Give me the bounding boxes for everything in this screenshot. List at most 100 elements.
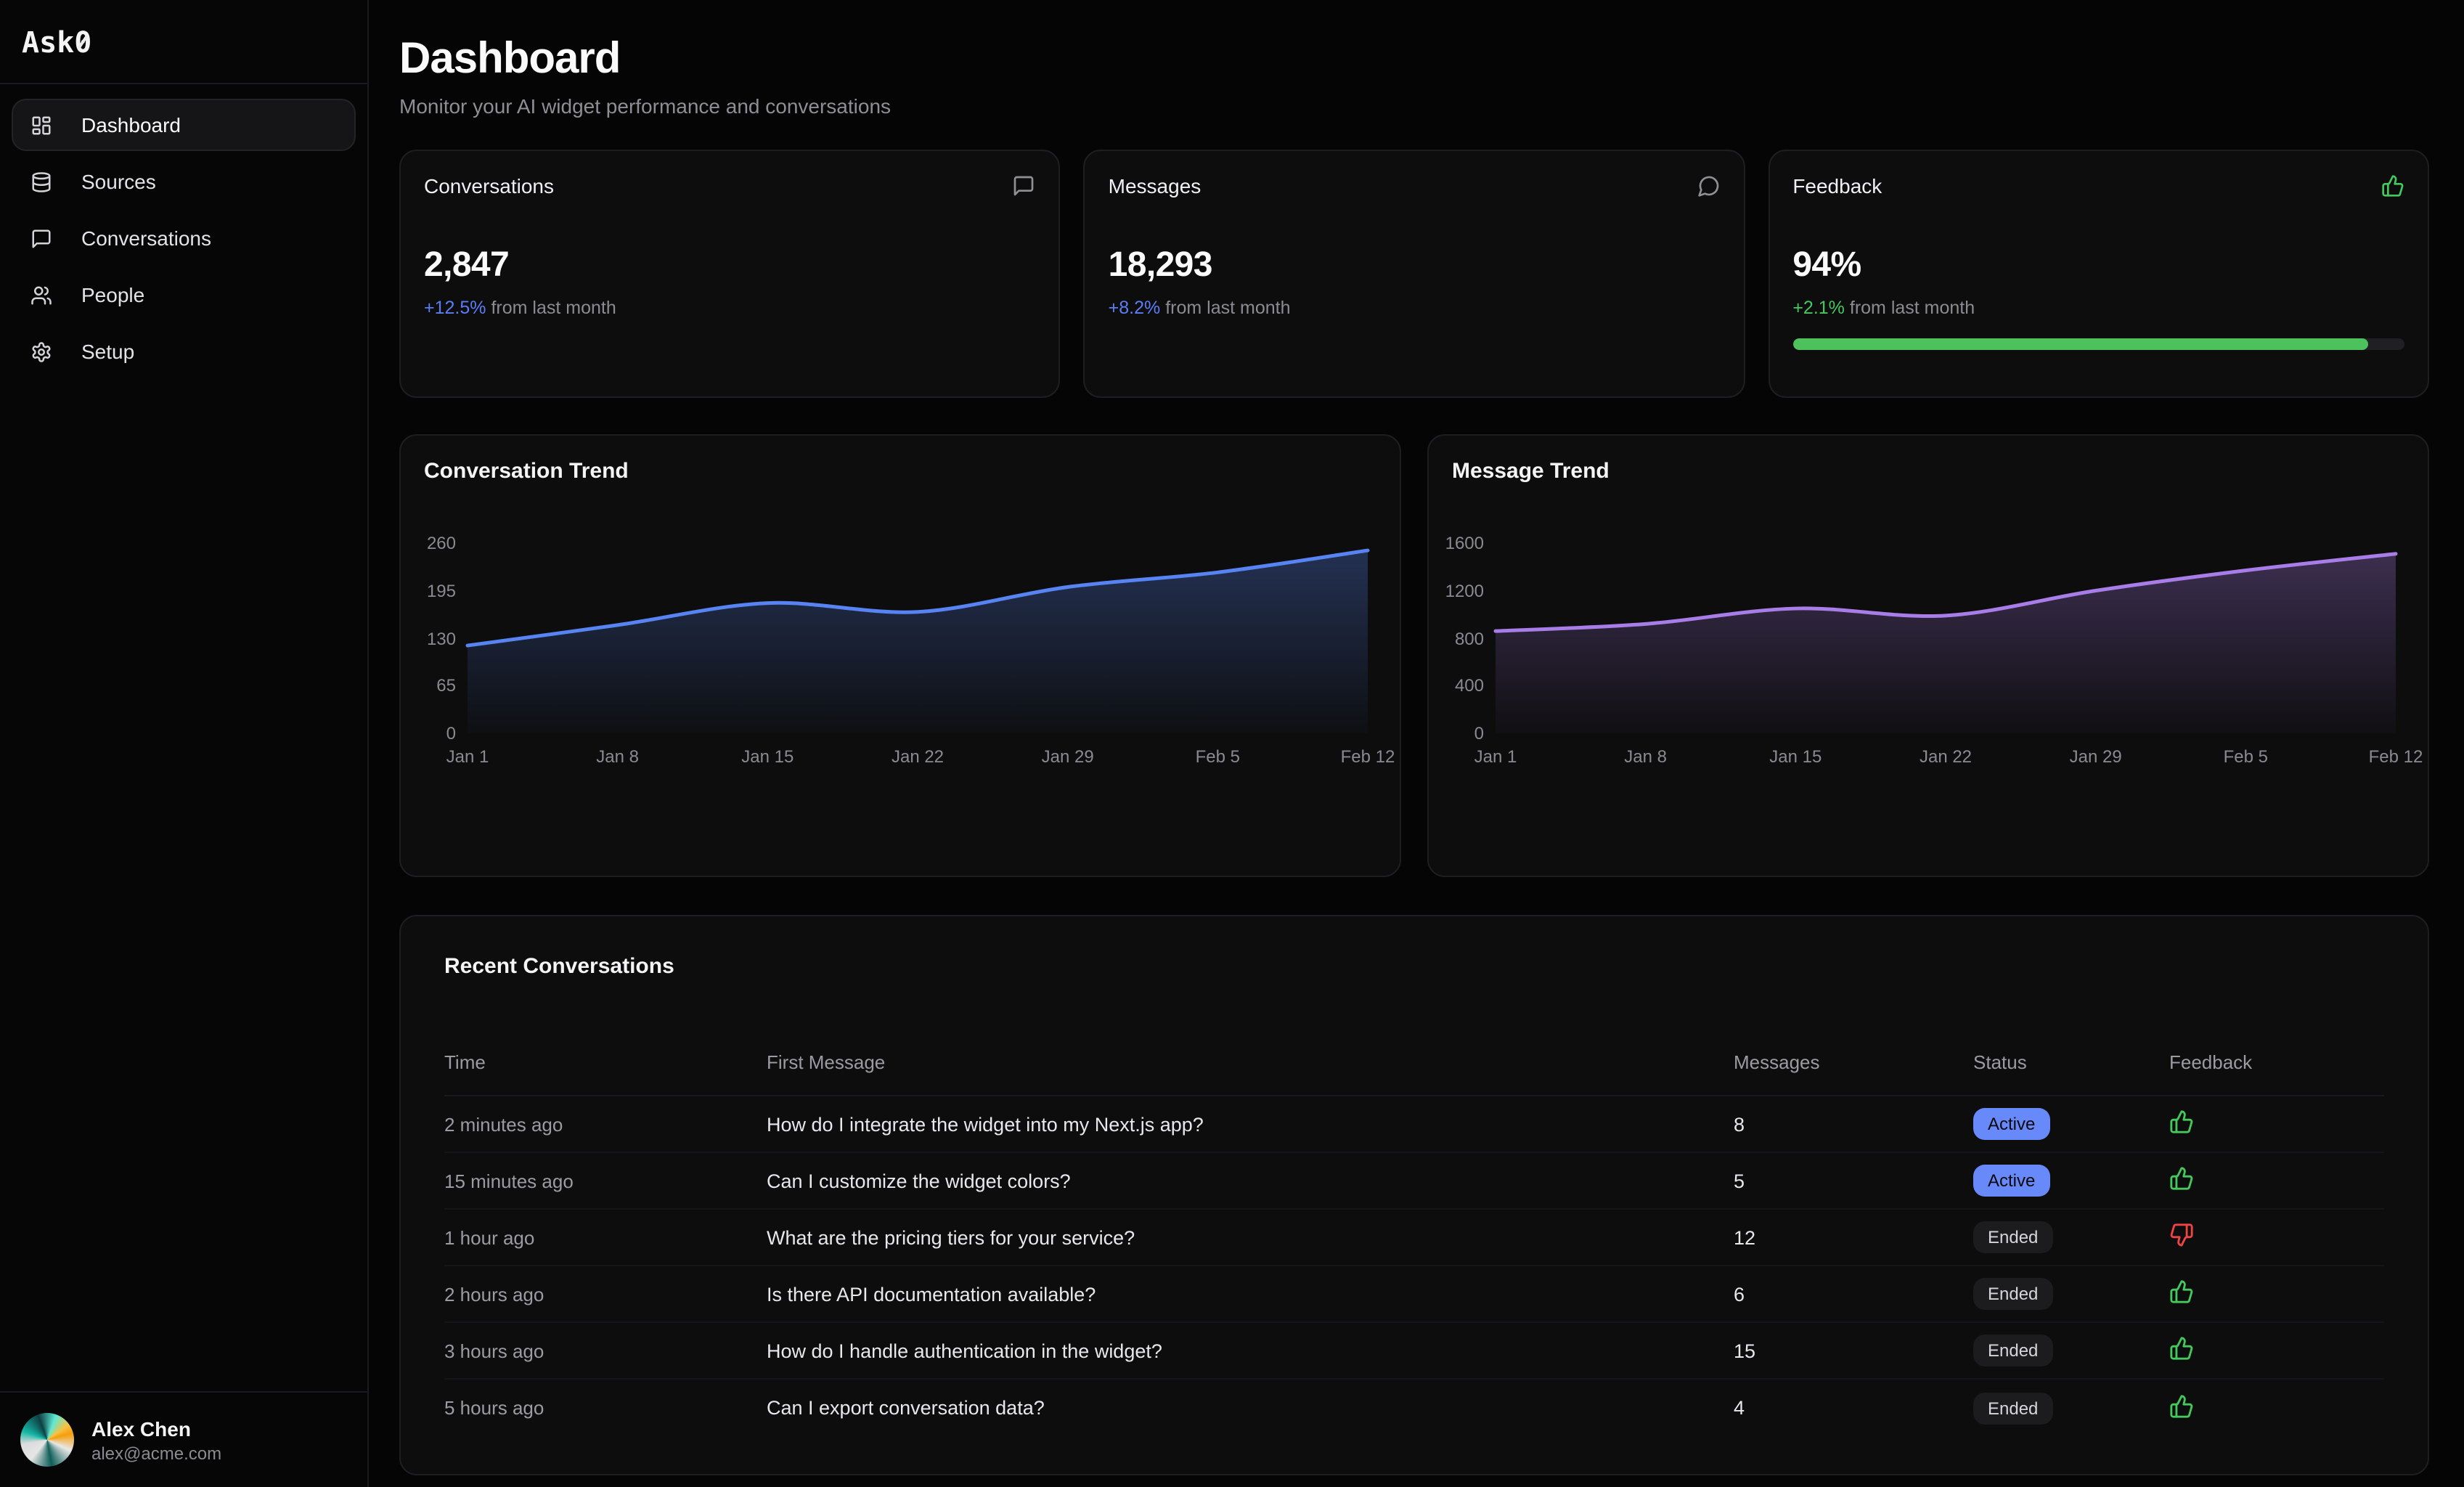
user-info: Alex Chen alex@acme.com [91, 1417, 221, 1463]
status-badge: Active [1973, 1165, 2049, 1197]
stat-head: Feedback [1792, 174, 2404, 197]
message-trend-card: Message Trend 040080012001600 Jan 1Jan 8… [1427, 434, 2429, 877]
y-axis-tick-label: 260 [427, 533, 456, 553]
stat-delta-note: from last month [1850, 298, 1975, 318]
stat-delta: +12.5% [424, 298, 486, 318]
plot-area: Jan 1Jan 8Jan 15Jan 22Jan 29Feb 5Feb 12 [1496, 543, 2396, 767]
x-axis-tick-label: Jan 8 [1624, 746, 1667, 767]
users-icon [30, 284, 52, 306]
message-square-icon [1013, 174, 1036, 197]
sidebar-item-dashboard[interactable]: Dashboard [12, 99, 356, 151]
sidebar-item-setup[interactable]: Setup [12, 325, 356, 378]
table-row[interactable]: 2 hours ago Is there API documentation a… [444, 1266, 2384, 1323]
x-axis-tick-label: Jan 22 [892, 746, 944, 767]
status-badge: Ended [1973, 1221, 2052, 1253]
user-email: alex@acme.com [91, 1443, 221, 1463]
cell-first-message: Can I export conversation data? [767, 1397, 1734, 1419]
cell-first-message: Can I customize the widget colors? [767, 1170, 1734, 1191]
x-axis-tick-label: Feb 12 [2369, 746, 2423, 767]
conversation-trend-card: Conversation Trend 065130195260 Jan 1Jan… [399, 434, 1401, 877]
sidebar-item-label: Dashboard [81, 113, 181, 137]
cell-feedback [2169, 1279, 2384, 1308]
x-axis-tick-label: Feb 5 [2224, 746, 2268, 767]
brand-logo: Ask0 [0, 0, 367, 84]
cell-first-message: Is there API documentation available? [767, 1283, 1734, 1305]
cell-messages: 8 [1734, 1113, 1973, 1135]
table-row[interactable]: 2 minutes ago How do I integrate the wid… [444, 1096, 2384, 1153]
cell-status: Ended [1973, 1335, 2169, 1366]
stat-delta: +8.2% [1109, 298, 1161, 318]
cell-messages: 15 [1734, 1340, 1973, 1361]
sidebar-item-label: People [81, 283, 144, 306]
table-body: 2 minutes ago How do I integrate the wid… [444, 1096, 2384, 1436]
cell-feedback [2169, 1336, 2384, 1365]
database-icon [30, 171, 52, 192]
user-profile[interactable]: Alex Chen alex@acme.com [0, 1391, 367, 1487]
x-axis: Jan 1Jan 8Jan 15Jan 22Jan 29Feb 5Feb 12 [468, 746, 1368, 767]
column-header-first-message: First Message [767, 1051, 1734, 1073]
cell-status: Active [1973, 1165, 2169, 1197]
cell-first-message: How do I integrate the widget into my Ne… [767, 1113, 1734, 1135]
sidebar: Ask0 Dashboard Sources Conversations Peo… [0, 0, 369, 1487]
cell-feedback [2169, 1223, 2384, 1252]
stat-head: Conversations [424, 174, 1036, 197]
avatar [20, 1413, 74, 1467]
column-header-feedback: Feedback [2169, 1051, 2384, 1073]
cell-feedback [2169, 1166, 2384, 1195]
feedback-progress-fill [1792, 338, 2367, 350]
table-row[interactable]: 3 hours ago How do I handle authenticati… [444, 1323, 2384, 1380]
stat-title: Conversations [424, 174, 554, 197]
status-badge: Ended [1973, 1278, 2052, 1310]
stat-delta-line: +2.1% from last month [1792, 298, 2404, 318]
stat-delta-line: +12.5% from last month [424, 298, 1036, 318]
brand-text: Ask [22, 24, 74, 59]
cell-first-message: How do I handle authentication in the wi… [767, 1340, 1734, 1361]
stat-card-conversations: Conversations 2,847 +12.5% from last mon… [399, 150, 1061, 398]
message-square-icon [30, 227, 52, 249]
app-root: Ask0 Dashboard Sources Conversations Peo… [0, 0, 2464, 1487]
thumbs-up-icon [2381, 174, 2404, 197]
line-area-plot [468, 543, 1368, 733]
status-badge: Ended [1973, 1392, 2052, 1424]
x-axis-tick-label: Jan 15 [741, 746, 794, 767]
cell-feedback [2169, 1109, 2384, 1138]
table-title: Recent Conversations [444, 954, 2384, 979]
gear-icon [30, 341, 52, 362]
cell-time: 15 minutes ago [444, 1170, 767, 1191]
cell-messages: 5 [1734, 1170, 1973, 1191]
y-axis-tick-label: 195 [427, 581, 456, 601]
cell-messages: 12 [1734, 1226, 1973, 1248]
x-axis-tick-label: Jan 1 [446, 746, 489, 767]
sidebar-item-conversations[interactable]: Conversations [12, 212, 356, 264]
sidebar-item-people[interactable]: People [12, 269, 356, 321]
cell-time: 5 hours ago [444, 1397, 767, 1419]
thumbs-up-icon [2169, 1279, 2194, 1304]
dashboard-icon [30, 114, 52, 136]
y-axis: 040080012001600 [1452, 543, 1496, 733]
table-row[interactable]: 15 minutes ago Can I customize the widge… [444, 1153, 2384, 1210]
sidebar-item-label: Setup [81, 340, 134, 363]
y-axis-tick-label: 0 [446, 723, 456, 744]
cell-messages: 4 [1734, 1397, 1973, 1419]
stats-row: Conversations 2,847 +12.5% from last mon… [399, 150, 2429, 398]
sidebar-item-sources[interactable]: Sources [12, 155, 356, 208]
status-badge: Active [1973, 1108, 2049, 1140]
brand-zero: 0 [74, 24, 91, 59]
page-subtitle: Monitor your AI widget performance and c… [399, 94, 2429, 118]
stat-card-feedback: Feedback 94% +2.1% from last month [1768, 150, 2429, 398]
x-axis: Jan 1Jan 8Jan 15Jan 22Jan 29Feb 5Feb 12 [1496, 746, 2396, 767]
plot-area: Jan 1Jan 8Jan 15Jan 22Jan 29Feb 5Feb 12 [468, 543, 1368, 767]
column-header-messages: Messages [1734, 1051, 1973, 1073]
stat-value: 2,847 [424, 245, 1036, 286]
cell-status: Ended [1973, 1392, 2169, 1424]
user-name: Alex Chen [91, 1417, 221, 1440]
table-row[interactable]: 1 hour ago What are the pricing tiers fo… [444, 1210, 2384, 1266]
conversation-trend-chart: 065130195260 Jan 1Jan 8Jan 15Jan 22Jan 2… [424, 543, 1376, 767]
table-row[interactable]: 5 hours ago Can I export conversation da… [444, 1380, 2384, 1436]
cell-messages: 6 [1734, 1283, 1973, 1305]
thumbs-up-icon [2169, 1393, 2194, 1418]
chart-title: Message Trend [1452, 459, 2404, 484]
feedback-progress-bar [1792, 338, 2404, 350]
cell-status: Ended [1973, 1278, 2169, 1310]
y-axis-tick-label: 0 [1474, 723, 1484, 744]
